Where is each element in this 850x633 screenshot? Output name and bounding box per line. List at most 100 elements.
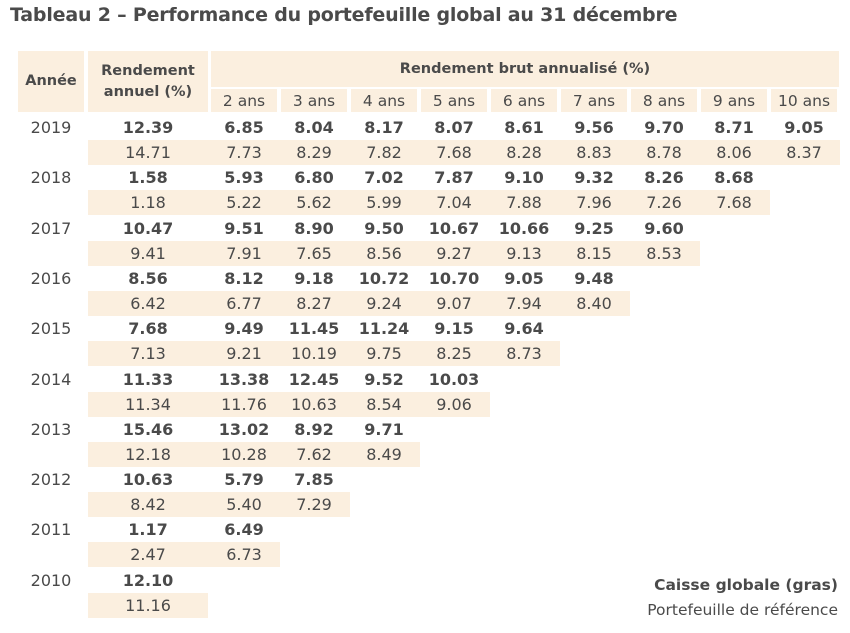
annualized-fund-cell: 9.71 bbox=[364, 420, 404, 439]
annualized-fund-cell: 8.71 bbox=[714, 118, 754, 137]
annualized-fund-cell: 9.51 bbox=[224, 219, 264, 238]
annualized-reference-cell: 7.88 bbox=[488, 190, 560, 215]
annualized-reference-cell: 5.62 bbox=[278, 190, 350, 215]
row-year: 2011 bbox=[30, 520, 72, 539]
annualized-reference-cell: 7.65 bbox=[278, 241, 350, 266]
annual-return-reference: 9.41 bbox=[88, 241, 208, 266]
annualized-fund-cell: 9.60 bbox=[644, 219, 684, 238]
annual-return-fund: 12.39 bbox=[122, 118, 174, 137]
row-year: 2016 bbox=[30, 269, 72, 288]
annualized-fund-cell: 9.15 bbox=[434, 319, 474, 338]
annualized-reference-cell: 9.27 bbox=[418, 241, 490, 266]
annualized-reference-cell: 7.91 bbox=[208, 241, 280, 266]
annualized-reference-cell: 8.25 bbox=[418, 341, 490, 366]
period-header: 10 ans bbox=[771, 89, 837, 112]
annualized-reference-cell: 7.82 bbox=[348, 140, 420, 165]
annualized-reference-cell: 8.27 bbox=[278, 291, 350, 316]
header-annualized-return: Rendement brut annualisé (%) bbox=[211, 51, 839, 87]
annualized-fund-cell: 9.25 bbox=[574, 219, 614, 238]
annualized-fund-cell: 10.67 bbox=[428, 219, 480, 238]
annualized-fund-cell: 12.45 bbox=[288, 370, 340, 389]
annual-return-reference: 11.34 bbox=[88, 392, 208, 417]
annualized-reference-cell: 10.63 bbox=[278, 392, 350, 417]
period-header: 3 ans bbox=[281, 89, 347, 112]
annualized-fund-cell: 9.50 bbox=[364, 219, 404, 238]
annualized-reference-cell: 5.40 bbox=[208, 492, 280, 517]
annual-return-reference: 1.18 bbox=[88, 190, 208, 215]
row-year: 2018 bbox=[30, 168, 72, 187]
row-year: 2010 bbox=[30, 571, 72, 590]
annualized-fund-cell: 6.80 bbox=[294, 168, 334, 187]
annualized-fund-cell: 9.05 bbox=[504, 269, 544, 288]
annualized-reference-cell: 9.24 bbox=[348, 291, 420, 316]
annual-return-fund: 1.17 bbox=[128, 520, 168, 539]
period-header: 8 ans bbox=[631, 89, 697, 112]
annualized-reference-cell: 7.68 bbox=[698, 190, 770, 215]
row-year: 2017 bbox=[30, 219, 72, 238]
annual-return-reference: 2.47 bbox=[88, 542, 208, 567]
annualized-reference-cell: 10.19 bbox=[278, 341, 350, 366]
annual-return-reference: 11.16 bbox=[88, 593, 208, 618]
annual-return-fund: 15.46 bbox=[122, 420, 174, 439]
annualized-reference-cell: 8.78 bbox=[628, 140, 700, 165]
annualized-fund-cell: 5.79 bbox=[224, 470, 264, 489]
annualized-reference-cell: 8.40 bbox=[558, 291, 630, 316]
annualized-fund-cell: 9.32 bbox=[574, 168, 614, 187]
row-year: 2015 bbox=[30, 319, 72, 338]
row-year: 2013 bbox=[30, 420, 72, 439]
annualized-fund-cell: 11.45 bbox=[288, 319, 340, 338]
annualized-fund-cell: 8.90 bbox=[294, 219, 334, 238]
annualized-reference-cell: 9.06 bbox=[418, 392, 490, 417]
annualized-reference-cell: 8.73 bbox=[488, 341, 560, 366]
annualized-reference-cell: 8.28 bbox=[488, 140, 560, 165]
row-year: 2019 bbox=[30, 118, 72, 137]
period-header: 6 ans bbox=[491, 89, 557, 112]
annualized-fund-cell: 10.70 bbox=[428, 269, 480, 288]
annualized-fund-cell: 13.38 bbox=[218, 370, 270, 389]
annual-return-fund: 10.63 bbox=[122, 470, 174, 489]
annualized-reference-cell: 11.76 bbox=[208, 392, 280, 417]
annualized-reference-cell: 6.73 bbox=[208, 542, 280, 567]
annualized-reference-cell: 7.29 bbox=[278, 492, 350, 517]
annualized-reference-cell: 7.94 bbox=[488, 291, 560, 316]
row-year: 2014 bbox=[30, 370, 72, 389]
annualized-reference-cell: 8.54 bbox=[348, 392, 420, 417]
annualized-fund-cell: 9.48 bbox=[574, 269, 614, 288]
annualized-reference-cell: 8.06 bbox=[698, 140, 770, 165]
period-header: 2 ans bbox=[211, 89, 277, 112]
annualized-reference-cell: 5.22 bbox=[208, 190, 280, 215]
annual-return-reference: 7.13 bbox=[88, 341, 208, 366]
annualized-reference-cell: 9.21 bbox=[208, 341, 280, 366]
annualized-reference-cell: 8.29 bbox=[278, 140, 350, 165]
annualized-reference-cell: 7.96 bbox=[558, 190, 630, 215]
annualized-fund-cell: 10.66 bbox=[498, 219, 550, 238]
annualized-reference-cell: 7.26 bbox=[628, 190, 700, 215]
period-header: 9 ans bbox=[701, 89, 767, 112]
annualized-fund-cell: 9.64 bbox=[504, 319, 544, 338]
annualized-reference-cell: 8.53 bbox=[628, 241, 700, 266]
header-annual-return: Rendement annuel (%) bbox=[88, 51, 208, 112]
annualized-fund-cell: 13.02 bbox=[218, 420, 270, 439]
annualized-fund-cell: 8.61 bbox=[504, 118, 544, 137]
annualized-reference-cell: 7.68 bbox=[418, 140, 490, 165]
annualized-fund-cell: 8.26 bbox=[644, 168, 684, 187]
annualized-fund-cell: 9.70 bbox=[644, 118, 684, 137]
table-title: Tableau 2 – Performance du portefeuille … bbox=[10, 4, 678, 26]
annualized-fund-cell: 8.07 bbox=[434, 118, 474, 137]
annual-return-fund: 8.56 bbox=[128, 269, 168, 288]
annualized-fund-cell: 9.10 bbox=[504, 168, 544, 187]
annualized-fund-cell: 8.17 bbox=[364, 118, 404, 137]
annualized-reference-cell: 8.49 bbox=[348, 442, 420, 467]
annualized-reference-cell: 8.37 bbox=[768, 140, 840, 165]
annualized-reference-cell: 7.73 bbox=[208, 140, 280, 165]
annual-return-fund: 11.33 bbox=[122, 370, 174, 389]
annual-return-reference: 6.42 bbox=[88, 291, 208, 316]
annualized-reference-cell: 9.75 bbox=[348, 341, 420, 366]
annualized-reference-cell: 8.56 bbox=[348, 241, 420, 266]
annualized-fund-cell: 10.72 bbox=[358, 269, 410, 288]
annualized-fund-cell: 9.52 bbox=[364, 370, 404, 389]
annual-return-fund: 1.58 bbox=[128, 168, 168, 187]
annualized-reference-cell: 5.99 bbox=[348, 190, 420, 215]
annualized-reference-cell: 8.83 bbox=[558, 140, 630, 165]
header-year: Année bbox=[18, 51, 84, 112]
